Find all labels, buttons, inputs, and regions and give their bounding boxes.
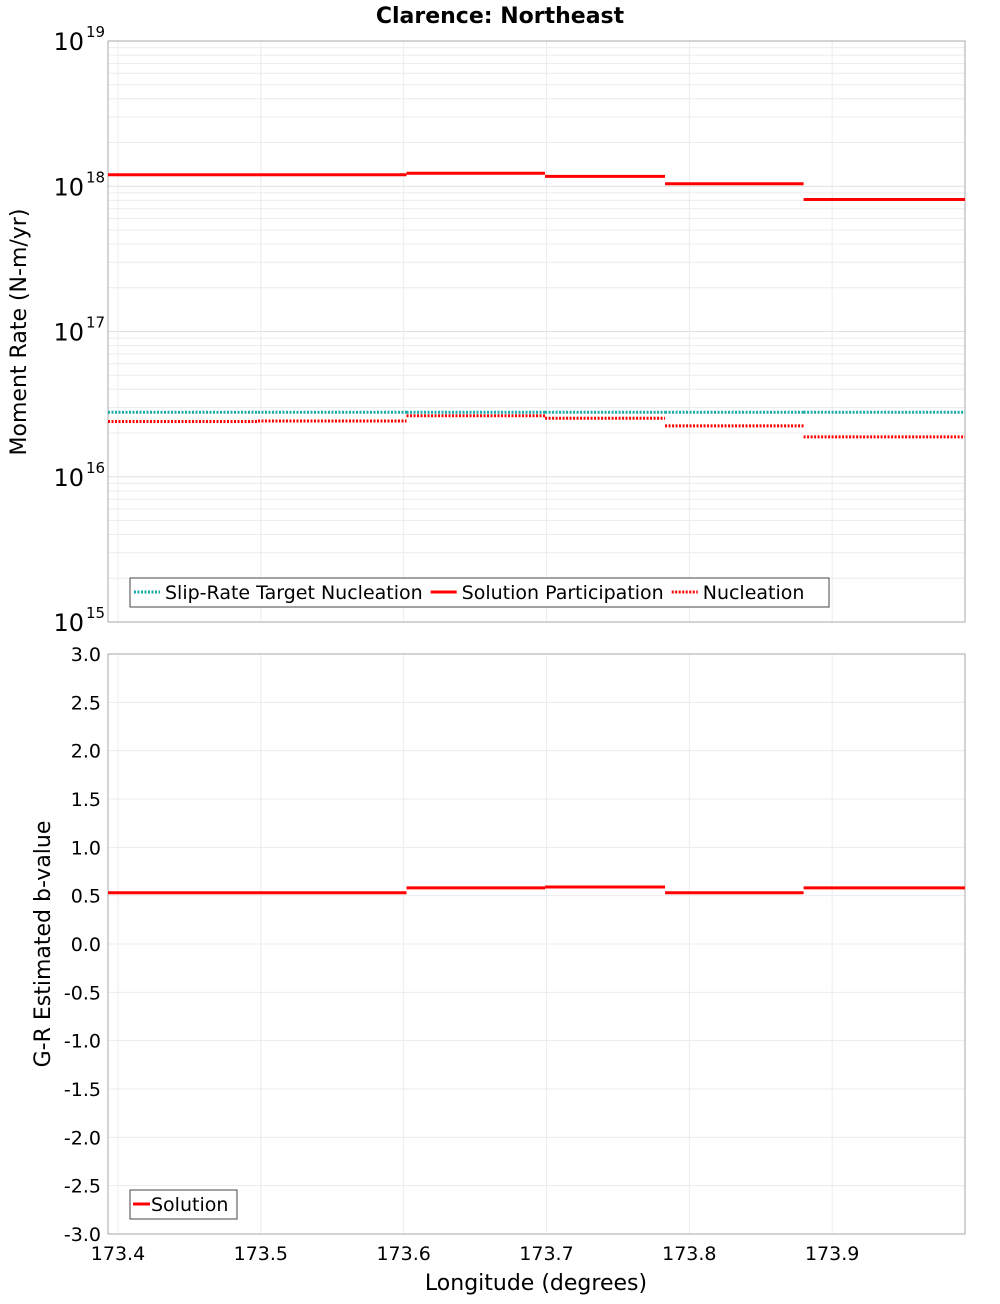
legend-label: Solution Participation bbox=[462, 582, 664, 604]
plot-frame bbox=[107, 40, 966, 623]
legend-label: Solution bbox=[151, 1194, 228, 1216]
legend-box bbox=[129, 577, 830, 608]
y-tick-label: 0.5 bbox=[71, 886, 101, 908]
y-tick-label: -0.5 bbox=[64, 982, 101, 1004]
y-tick-exponent: 16 bbox=[86, 459, 105, 477]
y-tick-label: 0.0 bbox=[71, 934, 101, 956]
top-y-axis-label: Moment Rate (N-m/yr) bbox=[7, 209, 32, 456]
y-tick-label: -3.0 bbox=[64, 1224, 101, 1246]
legend-label: Nucleation bbox=[703, 582, 805, 604]
y-tick-label: 2.5 bbox=[71, 692, 101, 714]
x-tick-label: 173.6 bbox=[376, 1243, 430, 1265]
y-tick-label: 10 bbox=[53, 464, 84, 492]
x-tick-label: 173.5 bbox=[234, 1243, 288, 1265]
x-tick-label: 173.7 bbox=[519, 1243, 573, 1265]
y-tick-label: -1.5 bbox=[64, 1079, 101, 1101]
y-tick-label: -2.0 bbox=[64, 1127, 101, 1149]
y-tick-label: 10 bbox=[53, 609, 84, 637]
x-tick-label: 173.9 bbox=[805, 1243, 859, 1265]
legend: Slip-Rate Target Nucleation Solution Part… bbox=[129, 577, 830, 608]
y-tick-label: 2.0 bbox=[71, 741, 101, 763]
y-tick-label: 10 bbox=[53, 28, 84, 56]
y-tick-label: 10 bbox=[53, 319, 84, 347]
y-tick-label: 10 bbox=[53, 173, 84, 201]
y-tick-label: -2.5 bbox=[64, 1176, 101, 1198]
y-tick-label: 1.0 bbox=[71, 837, 101, 859]
y-tick-label: 1.5 bbox=[71, 789, 101, 811]
y-tick-exponent: 19 bbox=[86, 23, 105, 41]
legend: Solution bbox=[129, 1189, 238, 1220]
y-tick-exponent: 17 bbox=[86, 314, 105, 332]
x-tick-label: 173.4 bbox=[91, 1243, 145, 1265]
legend-label: Slip-Rate Target Nucleation bbox=[165, 582, 423, 604]
chart-title: Clarence: Northeast bbox=[376, 4, 625, 29]
y-tick-label: -1.0 bbox=[64, 1031, 101, 1053]
y-tick-exponent: 15 bbox=[86, 604, 105, 622]
x-axis-label: Longitude (degrees) bbox=[425, 1271, 647, 1296]
x-tick-label: 173.8 bbox=[662, 1243, 716, 1265]
b-value-plot: 3.0 2.5 2.0 1.5 1.0 0.5 0.0 -0.5 -1.0 -1.5 -2.0 -2.… bbox=[64, 644, 966, 1265]
bottom-y-axis-label: G-R Estimated b-value bbox=[31, 821, 56, 1068]
y-tick-label: 3.0 bbox=[71, 644, 101, 666]
plot-frame bbox=[107, 653, 966, 1235]
y-tick-exponent: 18 bbox=[86, 168, 105, 186]
